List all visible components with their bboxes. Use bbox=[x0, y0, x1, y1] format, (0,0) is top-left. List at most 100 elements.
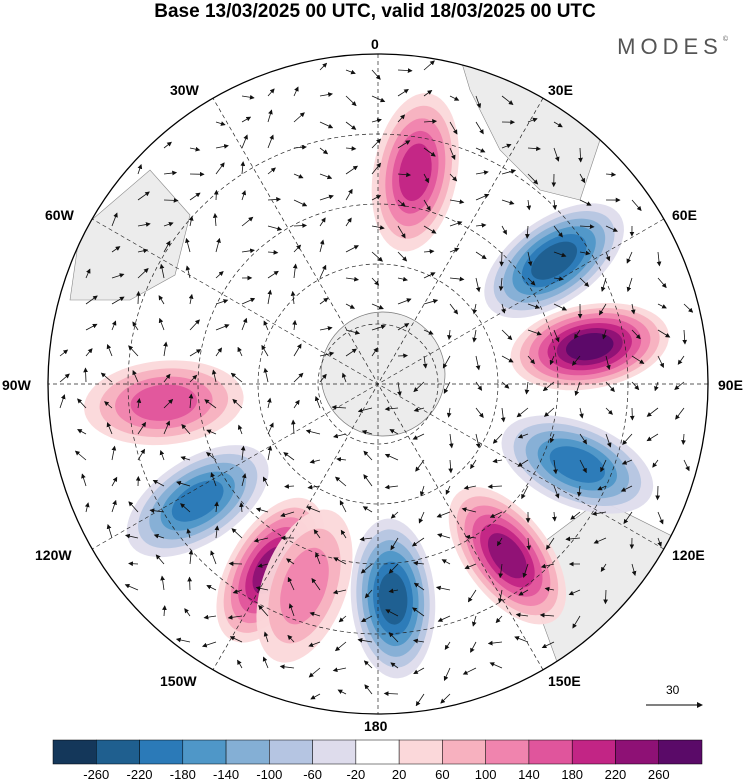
wind-vector bbox=[341, 372, 347, 383]
wind-vector bbox=[310, 693, 321, 700]
wind-vector bbox=[345, 146, 357, 151]
wind-vector bbox=[267, 197, 282, 202]
wind-vector bbox=[152, 480, 165, 487]
wind-vector bbox=[371, 251, 383, 262]
wind-vector bbox=[498, 563, 504, 579]
wind-vector bbox=[363, 660, 373, 669]
wind-vector bbox=[361, 429, 373, 435]
wind-vector bbox=[309, 611, 321, 617]
wind-vector bbox=[674, 381, 685, 390]
wind-vector bbox=[293, 223, 308, 228]
wind-vector bbox=[516, 407, 529, 418]
wind-vector bbox=[371, 347, 379, 357]
wind-vector bbox=[345, 329, 361, 335]
wind-vector bbox=[449, 147, 456, 161]
wind-vector bbox=[602, 329, 607, 340]
map-border bbox=[47, 53, 709, 715]
wind-vector bbox=[384, 484, 399, 490]
colorbar-tick-label: 180 bbox=[561, 767, 584, 782]
colorbar-swatch-6 bbox=[312, 739, 357, 765]
wind-vector bbox=[267, 88, 275, 97]
wind-vector bbox=[287, 634, 295, 643]
wind-vector bbox=[487, 640, 503, 646]
wind-vector bbox=[111, 296, 125, 305]
wind-vector bbox=[475, 381, 483, 391]
wind-vector bbox=[212, 212, 218, 227]
colorbar-swatch-9 bbox=[442, 739, 486, 765]
wind-vector bbox=[413, 407, 425, 412]
wind-vector bbox=[412, 433, 425, 440]
wind-vector bbox=[229, 636, 243, 643]
wind-vector bbox=[437, 615, 451, 622]
wind-vector bbox=[463, 485, 477, 490]
wind-vector bbox=[77, 429, 87, 435]
wind-vector bbox=[305, 429, 321, 435]
wind-vector bbox=[444, 641, 451, 650]
wind-vector bbox=[266, 397, 272, 409]
wind-vector bbox=[85, 348, 93, 357]
wind-vector bbox=[211, 369, 217, 383]
wind-vector bbox=[527, 329, 542, 336]
wind-vector bbox=[290, 419, 296, 435]
wind-vector bbox=[241, 317, 248, 331]
wind-vector bbox=[388, 563, 399, 574]
wind-vector bbox=[149, 508, 165, 514]
wind-vector bbox=[137, 222, 151, 227]
wind-vector bbox=[605, 251, 611, 262]
wind-vector bbox=[338, 615, 347, 623]
wind-vector bbox=[319, 173, 333, 180]
wind-vector bbox=[415, 459, 425, 472]
wind-vector bbox=[571, 355, 581, 366]
wind-vector bbox=[100, 372, 113, 383]
wind-vector bbox=[232, 589, 243, 594]
wind-vector bbox=[397, 298, 412, 305]
wind-vector bbox=[215, 299, 229, 305]
wind-vector bbox=[293, 144, 307, 150]
wind-vector bbox=[357, 637, 373, 643]
lon-label-180: 180 bbox=[364, 718, 388, 734]
wind-vector bbox=[475, 251, 487, 260]
wind-vector bbox=[361, 615, 373, 622]
wind-vector bbox=[475, 121, 484, 135]
colorbar-swatch-2 bbox=[139, 739, 184, 765]
wind-vector bbox=[657, 537, 662, 547]
wind-vector bbox=[497, 537, 503, 547]
wind-vector bbox=[475, 193, 490, 201]
wind-vector bbox=[135, 290, 141, 305]
wind-vector bbox=[241, 190, 247, 201]
wind-vector bbox=[423, 225, 437, 234]
wind-vector bbox=[549, 355, 555, 366]
wind-vector bbox=[576, 485, 582, 497]
wind-vector bbox=[397, 68, 413, 73]
wind-vector bbox=[371, 138, 382, 149]
wind-vector bbox=[449, 121, 458, 135]
wind-vector bbox=[371, 118, 382, 123]
wind-vector bbox=[384, 453, 399, 461]
wind-vector bbox=[495, 615, 503, 624]
wind-vector bbox=[371, 303, 384, 310]
wind-vector bbox=[527, 251, 533, 267]
colorbar-swatch-14 bbox=[658, 739, 703, 765]
wind-vector bbox=[540, 563, 555, 569]
wind-vector bbox=[646, 407, 659, 417]
wind-vector bbox=[267, 289, 273, 305]
wind-vector bbox=[498, 277, 504, 292]
wind-vector bbox=[449, 95, 460, 101]
wind-vector bbox=[360, 563, 373, 574]
wind-vector bbox=[59, 373, 70, 383]
wind-vector bbox=[553, 303, 568, 311]
wind-vector bbox=[319, 92, 333, 97]
wind-vector bbox=[449, 247, 460, 253]
wind-vector bbox=[446, 407, 452, 418]
wind-vector bbox=[319, 121, 334, 129]
wind-vector bbox=[137, 421, 147, 435]
brand-name: MODES bbox=[617, 34, 723, 59]
wind-vector bbox=[290, 290, 296, 305]
wind-vector bbox=[413, 560, 425, 566]
wind-vector bbox=[128, 345, 139, 357]
wind-vector bbox=[475, 222, 487, 228]
wind-vector bbox=[74, 450, 87, 461]
wind-vector bbox=[579, 433, 588, 445]
wind-vector bbox=[189, 319, 200, 331]
wind-vector bbox=[526, 537, 532, 551]
